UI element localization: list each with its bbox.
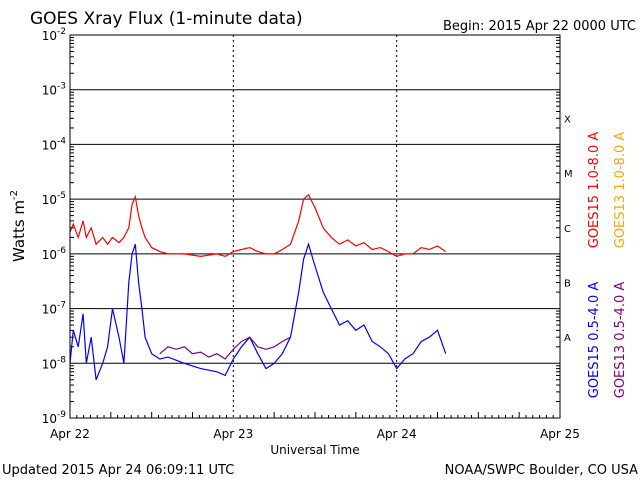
x-tick-label: Apr 25 <box>540 427 580 441</box>
credit-label: NOAA/SWPC Boulder, CO USA <box>445 463 638 478</box>
y-tick-label: 10-9 <box>42 410 67 426</box>
legend-entry: GOES13 0.5-4.0 A <box>613 282 628 399</box>
flare-class-label: A <box>564 333 571 344</box>
svg-text:Watts m-2: Watts m-2 <box>9 190 28 262</box>
x-tick-label: Apr 23 <box>213 427 253 441</box>
flare-class-labels: X M C B A <box>564 114 573 344</box>
y-axis-label-base: Watts m <box>10 200 28 262</box>
x-tick-label: Apr 24 <box>377 427 417 441</box>
begin-label: Begin: 2015 Apr 22 0000 UTC <box>443 19 636 34</box>
y-tick-labels: 10-2 10-3 10-4 10-5 10-6 10-7 10-8 10-9 <box>42 27 67 426</box>
legend-entry: GOES15 0.5-4.0 A <box>587 282 602 399</box>
series-line <box>69 242 447 381</box>
y-tick-label: 10-6 <box>42 246 67 262</box>
flare-class-label: B <box>564 278 571 289</box>
legend: GOES15 1.0-8.0 A GOES13 1.0-8.0 A GOES15 0… <box>587 132 628 399</box>
series-layer <box>69 193 447 381</box>
y-tick-label: 10-3 <box>42 82 66 98</box>
y-tick-label: 10-5 <box>42 191 66 207</box>
x-tick-label: Apr 22 <box>50 427 90 441</box>
legend-entry: GOES15 1.0-8.0 A <box>587 132 602 249</box>
y-tick-label: 10-7 <box>42 301 66 317</box>
plot-frame <box>69 34 561 419</box>
x-tick-labels: Apr 22 Apr 23 Apr 24 Apr 25 <box>50 427 580 441</box>
flare-class-label: M <box>564 169 573 180</box>
y-tick-label: 10-4 <box>42 136 67 152</box>
x-axis-label: Universal Time <box>270 443 359 457</box>
grid-layer <box>70 34 560 419</box>
y-tick-label: 10-8 <box>42 355 67 371</box>
y-tick-label: 10-2 <box>42 27 66 43</box>
series-line <box>159 336 291 360</box>
series-line <box>69 193 447 258</box>
y-axis-label-exp: -2 <box>9 190 20 200</box>
flare-class-label: C <box>564 224 571 235</box>
updated-timestamp: Updated 2015 Apr 24 06:09:11 UTC <box>2 463 234 478</box>
y-axis-label: Watts m-2 <box>9 190 28 262</box>
chart-title: GOES Xray Flux (1-minute data) <box>30 9 303 29</box>
legend-entry: GOES13 1.0-8.0 A <box>613 132 628 249</box>
flare-class-label: X <box>564 114 571 125</box>
